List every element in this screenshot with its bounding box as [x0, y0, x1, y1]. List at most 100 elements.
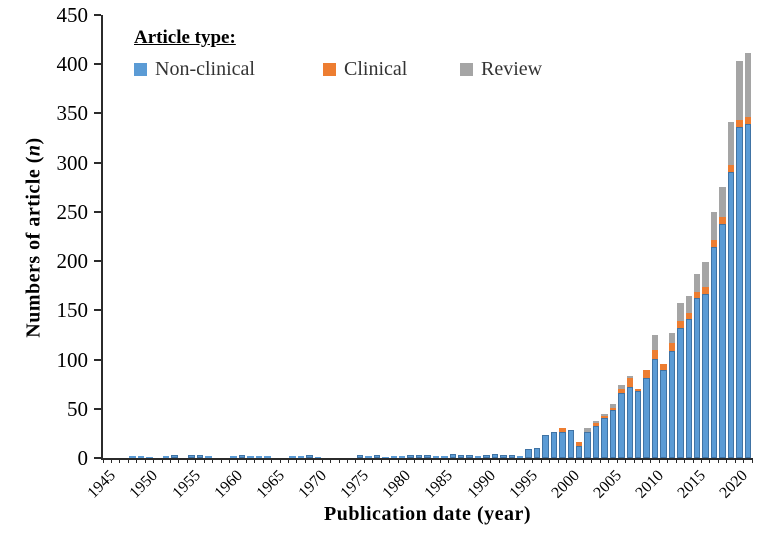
y-tick-label-50: 50 [67, 396, 88, 421]
bar-1983-non-clinical [424, 455, 431, 458]
x-tick [220, 458, 222, 463]
bar-2014-clinical [685, 313, 692, 320]
bar-2010-non-clinical [651, 358, 659, 458]
non-clinical-swatch-icon [134, 63, 147, 76]
y-tick-label-200: 200 [56, 249, 89, 274]
bar-1988-non-clinical [466, 455, 473, 458]
x-tick [195, 458, 197, 463]
x-tick [448, 458, 450, 463]
bar-2018-clinical [719, 216, 726, 224]
x-tick [658, 458, 660, 463]
bar-1963-non-clinical [255, 456, 263, 458]
x-tick [271, 458, 273, 463]
x-tick [136, 458, 138, 463]
x-tick [372, 458, 374, 463]
y-tick-300 [94, 161, 101, 164]
bar-2016-non-clinical [702, 293, 709, 458]
bar-2013-clinical [677, 321, 684, 329]
bar-1978-non-clinical [382, 457, 389, 458]
x-tick [507, 458, 509, 463]
bar-2019-review [727, 122, 735, 165]
bar-1999-non-clinical [559, 432, 566, 458]
x-tick [153, 458, 155, 463]
bar-1997-non-clinical [542, 435, 549, 458]
x-tick [203, 458, 205, 463]
bar-1957-non-clinical [205, 456, 212, 458]
bar-2005-non-clinical [609, 409, 617, 458]
bar-2013-review [677, 303, 684, 322]
bar-2010-review [651, 334, 659, 350]
bar-1984-non-clinical [432, 456, 440, 458]
bar-2016-review [702, 262, 709, 287]
y-tick-label-100: 100 [56, 347, 89, 372]
x-tick [110, 458, 112, 463]
bar-1975-non-clinical [356, 455, 364, 458]
bar-2018-review [719, 187, 726, 217]
x-tick [667, 458, 669, 463]
legend-item-clinical: Clinical [323, 58, 407, 81]
bar-2019-clinical [727, 164, 735, 172]
x-tick [186, 458, 188, 463]
x-tick [161, 458, 163, 463]
x-tick [734, 458, 736, 463]
x-tick [743, 458, 745, 463]
bar-1991-non-clinical [491, 454, 499, 458]
bar-2005-review [609, 403, 617, 408]
bar-2007-review [626, 376, 633, 379]
bar-1979-non-clinical [390, 456, 397, 458]
x-axis-title: Publication date (year) [323, 503, 532, 525]
x-tick [490, 458, 492, 463]
x-tick [363, 458, 365, 463]
x-tick [751, 458, 753, 463]
bar-1986-non-clinical [449, 454, 456, 458]
bar-2018-non-clinical [719, 223, 726, 458]
y-tick-label-150: 150 [56, 298, 89, 323]
x-tick [726, 458, 728, 463]
x-tick [245, 458, 247, 463]
bar-2007-non-clinical [626, 387, 633, 458]
x-tick [405, 458, 407, 463]
y-axis-title-suffix: ) [22, 137, 45, 145]
x-tick [532, 458, 534, 463]
x-tick [212, 458, 214, 463]
x-tick [700, 458, 702, 463]
bar-2020-clinical [736, 120, 743, 128]
bar-2006-non-clinical [618, 393, 625, 458]
bar-1996-non-clinical [533, 448, 541, 458]
bar-1950-non-clinical [146, 457, 153, 458]
x-tick [119, 458, 121, 463]
bar-2017-clinical [710, 240, 718, 248]
y-tick-label-350: 350 [56, 101, 89, 126]
bar-2021-non-clinical [744, 124, 751, 458]
review-swatch-icon [460, 63, 473, 76]
bar-2003-clinical [592, 422, 600, 426]
bar-1956-non-clinical [196, 455, 204, 458]
x-tick [515, 458, 517, 463]
bar-2003-non-clinical [592, 425, 600, 458]
bar-2020-review [736, 61, 743, 121]
x-tick [616, 458, 618, 463]
x-tick [464, 458, 466, 463]
y-tick-label-300: 300 [56, 150, 89, 175]
legend-label-non-clinical: Non-clinical [155, 58, 255, 80]
bar-2004-review [601, 413, 608, 416]
bar-2016-clinical [702, 286, 709, 294]
bar-2007-clinical [626, 378, 633, 388]
bar-1968-non-clinical [297, 456, 305, 458]
x-tick [355, 458, 357, 463]
x-tick [523, 458, 525, 463]
x-tick [582, 458, 584, 463]
clinical-swatch-icon [323, 63, 336, 76]
x-tick [675, 458, 677, 463]
bar-1967-non-clinical [289, 456, 296, 458]
bar-2005-clinical [609, 407, 617, 410]
x-tick [287, 458, 289, 463]
bar-2019-non-clinical [727, 171, 735, 458]
bar-2002-review [584, 428, 591, 433]
bar-1948-non-clinical [129, 456, 136, 458]
x-tick [313, 458, 315, 463]
x-tick [456, 458, 458, 463]
bar-2015-clinical [694, 291, 701, 298]
bar-1982-non-clinical [415, 455, 423, 458]
